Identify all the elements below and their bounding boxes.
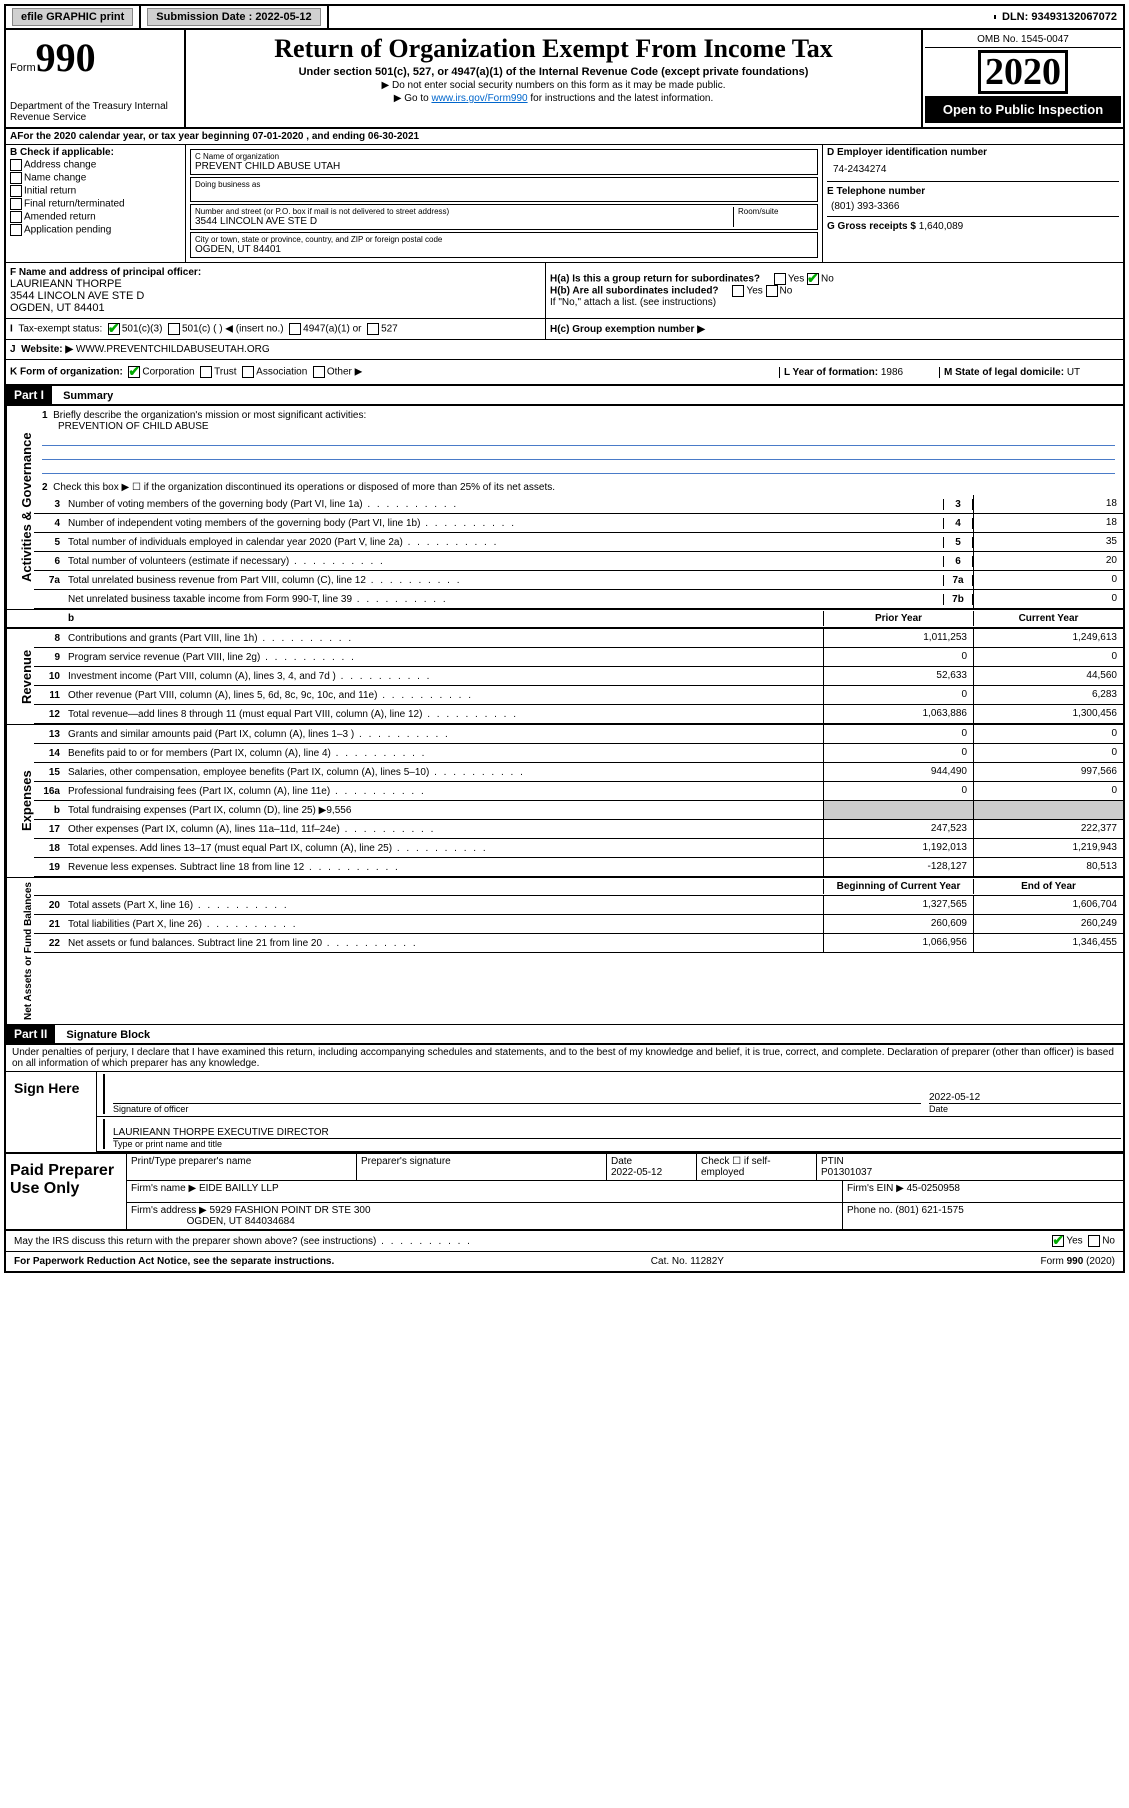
check-name[interactable]: Name change bbox=[10, 172, 181, 184]
dln: DLN: 93493132067072 bbox=[996, 9, 1123, 25]
officer-sig: LAURIEANN THORPE EXECUTIVE DIRECTOR bbox=[113, 1127, 1121, 1138]
col-c-org: C Name of organization PREVENT CHILD ABU… bbox=[186, 145, 823, 262]
ptin: P01301037 bbox=[821, 1167, 872, 1178]
k-form-org: K Form of organization: Corporation Trus… bbox=[10, 366, 779, 378]
prior-year-head: Prior Year bbox=[823, 611, 973, 626]
officer-addr2: OGDEN, UT 84401 bbox=[10, 302, 541, 314]
form-number: 990 bbox=[36, 35, 96, 80]
c-label: C Name of organization bbox=[195, 152, 813, 161]
sig-date: 2022-05-12 bbox=[929, 1092, 1121, 1103]
check-pending[interactable]: Application pending bbox=[10, 224, 181, 236]
part1-header: Part I bbox=[6, 386, 52, 404]
omb: OMB No. 1545-0047 bbox=[925, 32, 1121, 48]
g-label: G Gross receipts $ bbox=[827, 221, 916, 232]
website: WWW.PREVENTCHILDABUSEUTAH.ORG bbox=[76, 344, 270, 355]
m-state: M State of legal domicile: UT bbox=[939, 367, 1119, 378]
check-address[interactable]: Address change bbox=[10, 159, 181, 171]
bcy-head: Beginning of Current Year bbox=[823, 879, 973, 894]
officer-name: LAURIEANN THORPE bbox=[10, 278, 541, 290]
street: 3544 LINCOLN AVE STE D bbox=[195, 216, 733, 227]
discuss-line: May the IRS discuss this return with the… bbox=[14, 1236, 1052, 1247]
check-amended[interactable]: Amended return bbox=[10, 211, 181, 223]
check-initial[interactable]: Initial return bbox=[10, 185, 181, 197]
part2-title: Signature Block bbox=[58, 1027, 158, 1043]
prep-date: 2022-05-12 bbox=[611, 1167, 662, 1178]
dept-treasury: Department of the Treasury Internal Reve… bbox=[10, 101, 180, 123]
year-block: OMB No. 1545-0047 2020 Open to Public In… bbox=[923, 30, 1123, 127]
vert-netassets: Net Assets or Fund Balances bbox=[6, 878, 34, 1024]
part2-header: Part II bbox=[6, 1025, 55, 1043]
sig-officer-label: Signature of officer bbox=[113, 1104, 921, 1114]
footer-mid: Cat. No. 11282Y bbox=[651, 1256, 724, 1267]
subtitle: Under section 501(c), 527, or 4947(a)(1)… bbox=[194, 66, 913, 78]
ein: 74-2434274 bbox=[827, 158, 1119, 181]
i-status: I Tax-exempt status: 501(c)(3) 501(c) ( … bbox=[6, 319, 546, 339]
irs-link[interactable]: www.irs.gov/Form990 bbox=[431, 93, 527, 104]
prep-sig-h: Preparer's signature bbox=[357, 1154, 607, 1180]
org-name: PREVENT CHILD ABUSE UTAH bbox=[195, 161, 813, 172]
mission: PREVENTION OF CHILD ABUSE bbox=[42, 421, 1115, 432]
line1-label: Briefly describe the organization's miss… bbox=[53, 410, 366, 421]
room-label: Room/suite bbox=[738, 207, 813, 216]
top-bar: efile GRAPHIC print Submission Date : 20… bbox=[6, 6, 1123, 30]
firm-addr: 5929 FASHION POINT DR STE 300 bbox=[210, 1205, 371, 1216]
part1-title: Summary bbox=[55, 388, 121, 404]
street-label: Number and street (or P.O. box if mail i… bbox=[195, 207, 733, 216]
form-word: Form bbox=[10, 62, 36, 74]
declaration: Under penalties of perjury, I declare th… bbox=[6, 1045, 1123, 1072]
firm-name: EIDE BAILLY LLP bbox=[199, 1183, 279, 1194]
officer-addr1: 3544 LINCOLN AVE STE D bbox=[10, 290, 541, 302]
line-b: Total fundraising expenses (Part IX, col… bbox=[64, 805, 823, 816]
prep-check: Check ☐ if self-employed bbox=[697, 1154, 817, 1180]
col-d: D Employer identification number 74-2434… bbox=[823, 145, 1123, 262]
d-label: D Employer identification number bbox=[827, 147, 1119, 158]
firm-phone: (801) 621-1575 bbox=[895, 1205, 963, 1216]
b-label: B Check if applicable: bbox=[10, 147, 181, 158]
col-b-checks: B Check if applicable: Address change Na… bbox=[6, 145, 186, 262]
efile-label: efile GRAPHIC print bbox=[6, 6, 141, 28]
l-year: L Year of formation: 1986 bbox=[779, 367, 939, 378]
tax-year-line: A For the 2020 calendar year, or tax yea… bbox=[6, 129, 1123, 145]
vert-expenses: Expenses bbox=[6, 725, 34, 877]
footer-left: For Paperwork Reduction Act Notice, see … bbox=[14, 1256, 334, 1267]
e-label: E Telephone number bbox=[827, 186, 1119, 197]
title-block: Return of Organization Exempt From Incom… bbox=[186, 30, 923, 127]
phone: (801) 393-3366 bbox=[827, 197, 1119, 216]
vert-revenue: Revenue bbox=[6, 629, 34, 724]
eoy-head: End of Year bbox=[973, 879, 1123, 894]
footer-right: Form 990 (2020) bbox=[1041, 1256, 1115, 1267]
firm-ein: 45-0250958 bbox=[907, 1183, 960, 1194]
check-final[interactable]: Final return/terminated bbox=[10, 198, 181, 210]
vert-governance: Activities & Governance bbox=[6, 406, 34, 609]
g-amount: 1,640,089 bbox=[919, 221, 964, 232]
open-public: Open to Public Inspection bbox=[925, 96, 1121, 123]
city: OGDEN, UT 84401 bbox=[195, 244, 813, 255]
main-title: Return of Organization Exempt From Incom… bbox=[194, 34, 913, 64]
prep-name-h: Print/Type preparer's name bbox=[127, 1154, 357, 1180]
dba-label: Doing business as bbox=[195, 180, 813, 189]
hc-group: H(c) Group exemption number ▶ bbox=[546, 320, 1123, 339]
type-label: Type or print name and title bbox=[113, 1138, 1121, 1149]
sign-here: Sign Here bbox=[6, 1072, 96, 1152]
print-button[interactable]: efile GRAPHIC print bbox=[12, 8, 133, 26]
paid-preparer: Paid Preparer Use Only bbox=[6, 1154, 126, 1229]
instr-1: ▶ Do not enter social security numbers o… bbox=[194, 80, 913, 91]
date-label: Date bbox=[929, 1103, 1121, 1114]
line2: Check this box ▶ ☐ if the organization d… bbox=[53, 482, 555, 493]
instr-2: ▶ Go to www.irs.gov/Form990 for instruct… bbox=[194, 93, 913, 104]
hb-note: If "No," attach a list. (see instruction… bbox=[550, 297, 1119, 308]
f-officer: F Name and address of principal officer:… bbox=[6, 263, 546, 318]
current-year-head: Current Year bbox=[973, 611, 1123, 626]
h-section: H(a) Is this a group return for subordin… bbox=[546, 269, 1123, 312]
city-label: City or town, state or province, country… bbox=[195, 235, 813, 244]
form-id: Form990 Department of the Treasury Inter… bbox=[6, 30, 186, 127]
submission-date: Submission Date : 2022-05-12 bbox=[147, 8, 320, 26]
j-website: J Website: ▶ WWW.PREVENTCHILDABUSEUTAH.O… bbox=[6, 340, 1123, 360]
tax-year: 2020 bbox=[978, 50, 1068, 94]
